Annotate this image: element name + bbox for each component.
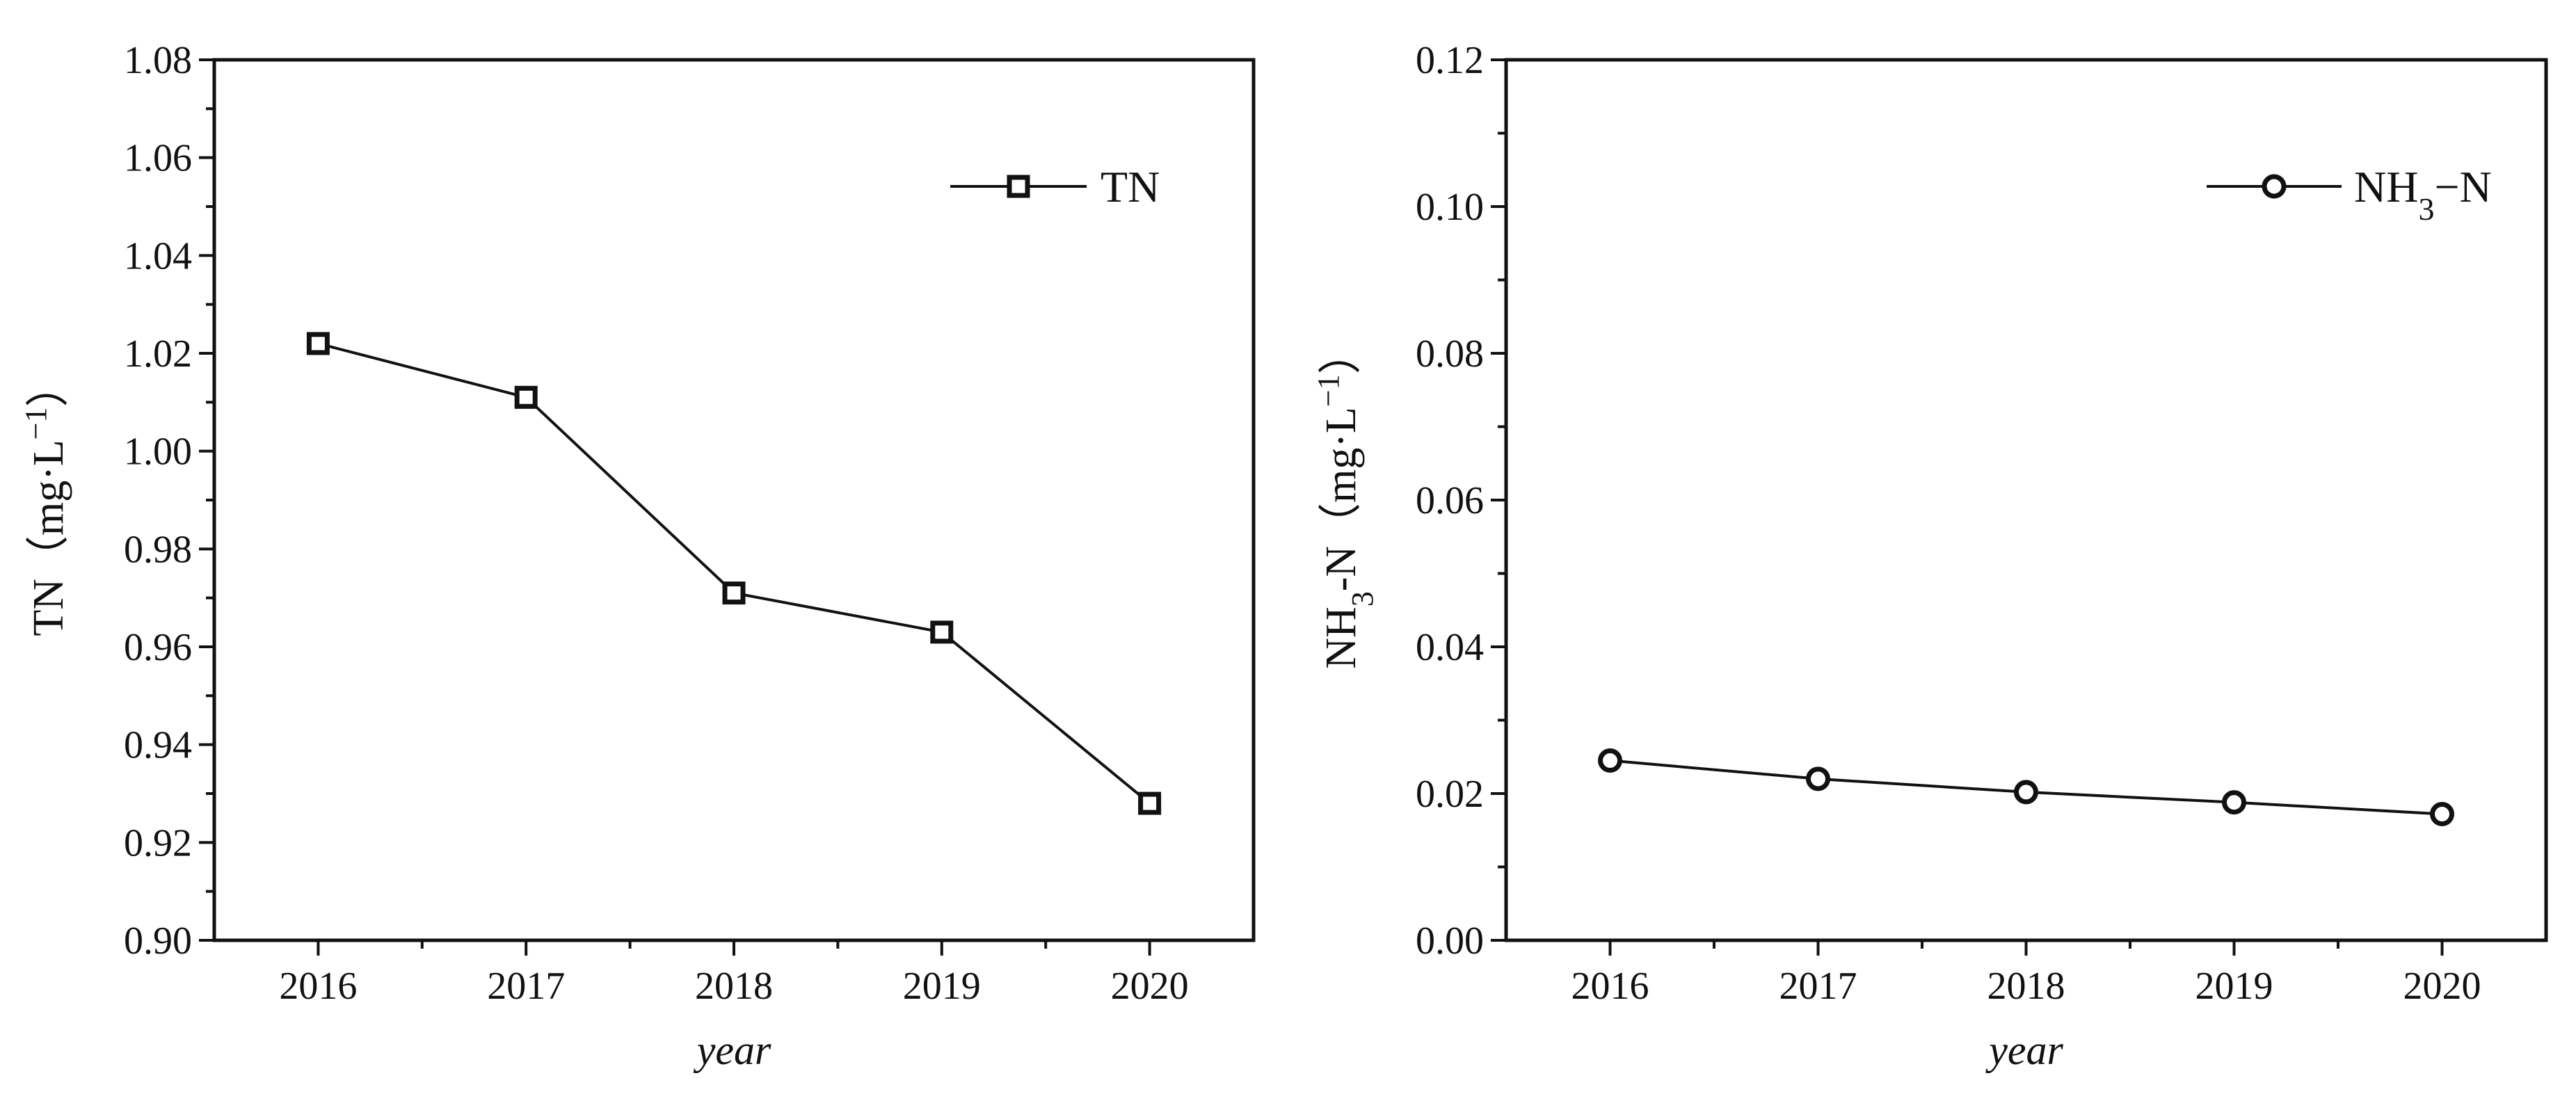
x-tick-label: 2017 bbox=[487, 965, 565, 1008]
y-tick-label: 0.98 bbox=[124, 528, 192, 571]
data-point-circle bbox=[2222, 790, 2246, 815]
y-tick-label: 0.04 bbox=[1416, 626, 1484, 669]
y-tick-label: 0.00 bbox=[1416, 919, 1484, 963]
y-tick-label: 1.04 bbox=[124, 234, 192, 278]
data-point-circle bbox=[1806, 766, 1830, 791]
x-axis-title: year bbox=[693, 1027, 771, 1073]
x-axis-title: year bbox=[1985, 1027, 2063, 1073]
legend: TN bbox=[950, 162, 1160, 211]
y-tick-label: 0.08 bbox=[1416, 332, 1484, 376]
y-tick-label: 1.06 bbox=[124, 137, 192, 180]
y-axis-title: TN（mg·L−1） bbox=[19, 364, 73, 636]
legend-label: TN bbox=[1101, 162, 1160, 211]
legend: NH3−N bbox=[2207, 162, 2492, 227]
x-tick-label: 2020 bbox=[2403, 965, 2481, 1008]
y-tick-label: 1.02 bbox=[124, 332, 192, 376]
x-tick-label: 2018 bbox=[1987, 965, 2065, 1008]
data-point-square bbox=[722, 581, 746, 605]
y-tick-label: 0.96 bbox=[124, 626, 192, 669]
data-point-circle bbox=[2430, 802, 2454, 827]
y-tick-label: 0.06 bbox=[1416, 479, 1484, 522]
y-axis-title: NH3-N（mg·L−1） bbox=[1311, 331, 1379, 669]
data-point-square bbox=[514, 385, 538, 409]
data-point-circle bbox=[2014, 780, 2038, 805]
x-tick-label: 2016 bbox=[279, 965, 357, 1008]
data-point-square bbox=[930, 620, 954, 644]
y-tick-label: 0.10 bbox=[1416, 186, 1484, 229]
x-tick-label: 2016 bbox=[1571, 965, 1649, 1008]
series-line bbox=[317, 341, 1151, 805]
chart-panel-1: 0.90 0.92 0.94 0.96 0.98 1.00 1.02 1.04 1.06 1.08… bbox=[19, 39, 1256, 1073]
y-tick-label: 1.08 bbox=[124, 39, 192, 82]
legend-label: NH3−N bbox=[2354, 162, 2492, 227]
data-point-square bbox=[306, 332, 330, 355]
chart-panel-2: 0.00 0.02 0.04 0.06 0.08 0.10 0.12 2016 2017 2018… bbox=[1311, 39, 2548, 1073]
x-tick-label: 2018 bbox=[695, 965, 773, 1008]
data-point-circle bbox=[1598, 748, 1622, 773]
x-tick-label: 2019 bbox=[903, 965, 981, 1008]
y-tick-label: 0.12 bbox=[1416, 39, 1484, 82]
y-tick-label: 0.92 bbox=[124, 821, 192, 864]
legend-marker-square bbox=[1007, 175, 1030, 198]
y-tick-label: 1.00 bbox=[124, 431, 192, 474]
x-tick-label: 2017 bbox=[1779, 965, 1857, 1008]
y-tick-label: 0.02 bbox=[1416, 773, 1484, 816]
data-point-square bbox=[1138, 791, 1162, 815]
x-tick-label: 2019 bbox=[2195, 965, 2273, 1008]
plot-frame bbox=[212, 58, 1256, 942]
x-tick-label: 2020 bbox=[1111, 965, 1189, 1008]
y-tick-label: 0.94 bbox=[124, 724, 192, 767]
y-tick-label: 0.90 bbox=[124, 919, 192, 963]
legend-marker-circle bbox=[2262, 174, 2287, 199]
